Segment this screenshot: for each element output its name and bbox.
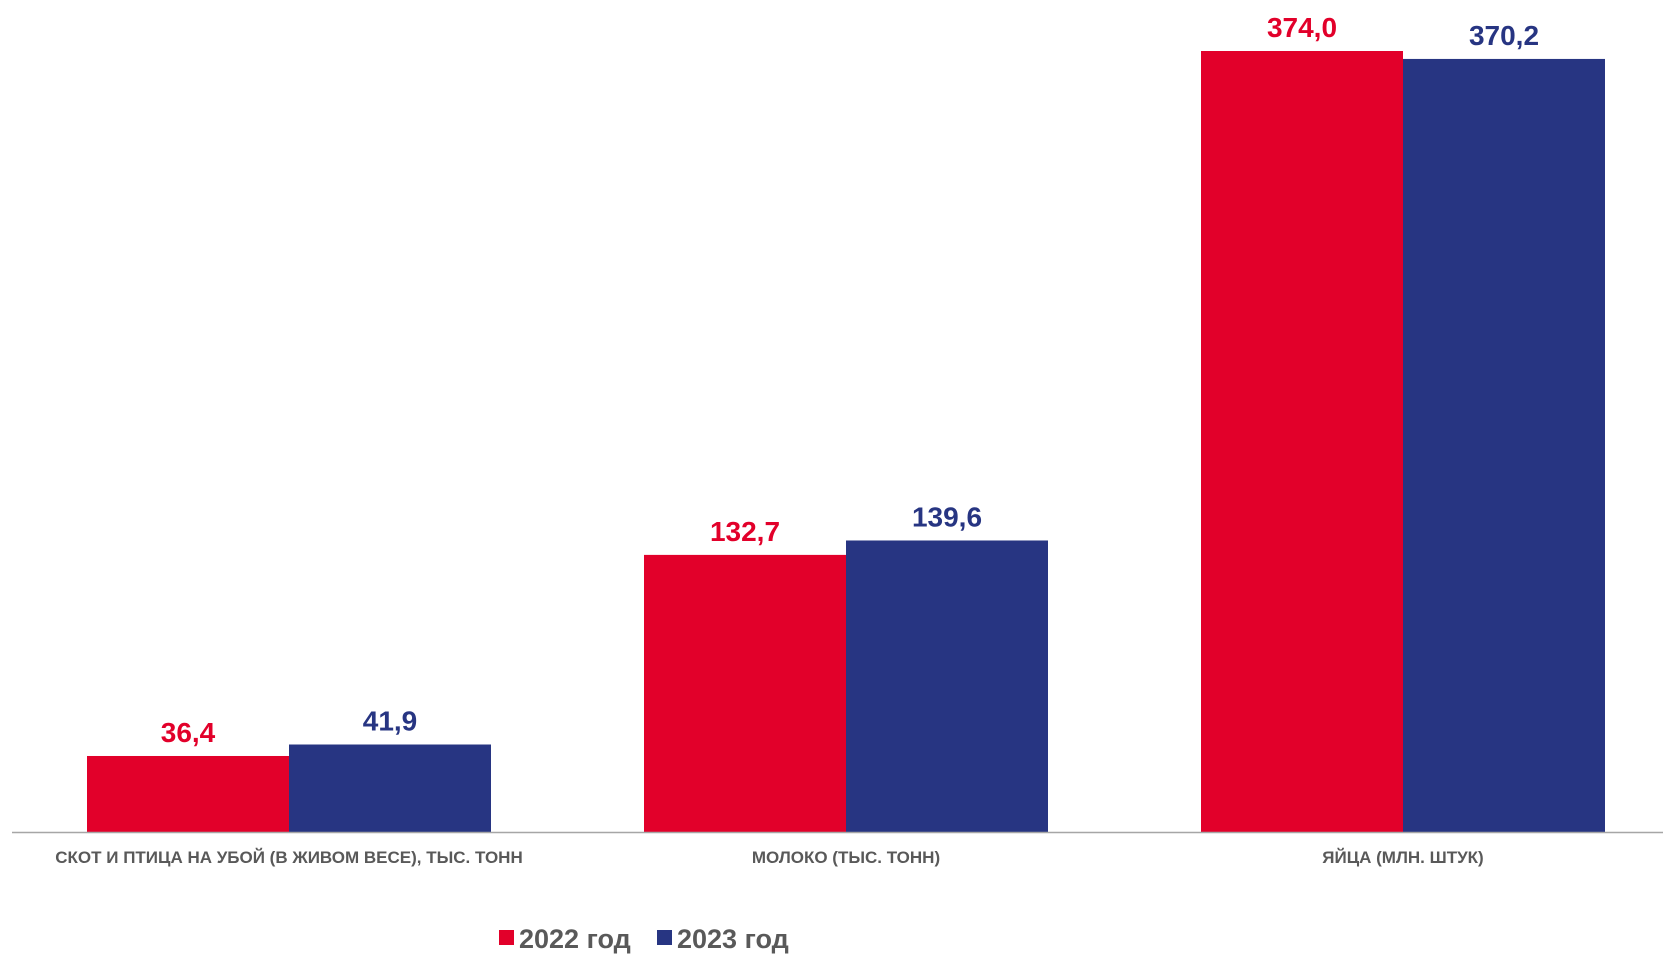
legend-label-2022: 2022 год <box>519 924 631 954</box>
value-label-2023-cat-1: 139,6 <box>912 501 982 532</box>
value-label-2023-cat-0: 41,9 <box>363 706 418 737</box>
bar-2023-cat-2 <box>1403 58 1605 832</box>
category-label-0: СКОТ И ПТИЦА НА УБОЙ (В ЖИВОМ ВЕСЕ), ТЫС… <box>55 848 522 867</box>
bars-layer <box>87 51 1605 832</box>
legend: 2022 год 2023 год <box>499 924 789 954</box>
bar-2023-cat-1 <box>846 540 1048 832</box>
value-labels-layer: 36,4 41,9 132,7 139,6 374,0 370,2 <box>161 12 1539 748</box>
legend-label-2023: 2023 год <box>677 924 789 954</box>
value-label-2022-cat-0: 36,4 <box>161 717 216 748</box>
category-label-2: ЯЙЦА (МЛН. ШТУК) <box>1322 848 1483 867</box>
category-labels-layer: СКОТ И ПТИЦА НА УБОЙ (В ЖИВОМ ВЕСЕ), ТЫС… <box>55 848 1483 867</box>
bar-2022-cat-2 <box>1201 51 1403 832</box>
legend-swatch-2022 <box>499 930 514 945</box>
value-label-2022-cat-1: 132,7 <box>710 516 780 547</box>
legend-swatch-2023 <box>657 930 672 945</box>
bar-2022-cat-1 <box>644 554 846 832</box>
value-label-2022-cat-2: 374,0 <box>1267 12 1337 43</box>
bar-2022-cat-0 <box>87 755 289 832</box>
bar-2023-cat-0 <box>289 744 491 832</box>
category-label-1: МОЛОКО (ТЫС. ТОНН) <box>752 848 940 867</box>
value-label-2023-cat-2: 370,2 <box>1469 20 1539 51</box>
